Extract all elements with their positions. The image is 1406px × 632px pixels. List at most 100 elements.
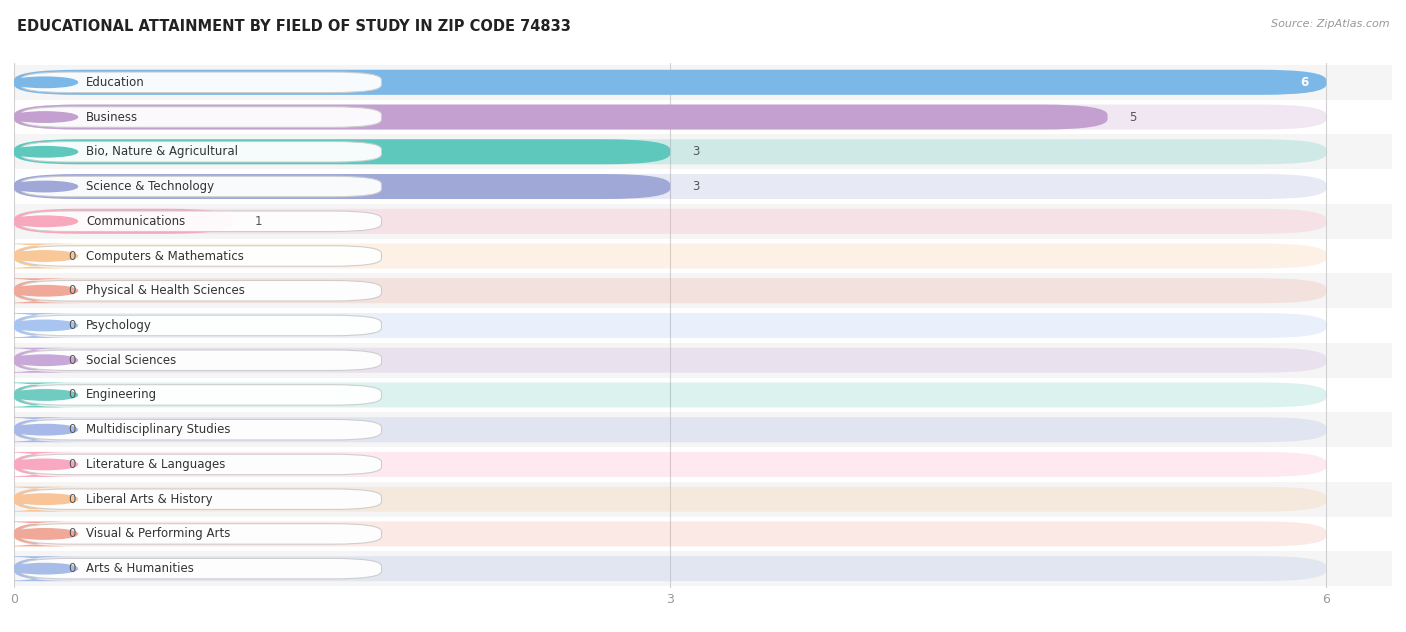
FancyBboxPatch shape	[14, 487, 1326, 512]
Text: Source: ZipAtlas.com: Source: ZipAtlas.com	[1271, 19, 1389, 29]
FancyBboxPatch shape	[21, 281, 381, 301]
Circle shape	[11, 320, 77, 331]
FancyBboxPatch shape	[14, 348, 1326, 373]
FancyBboxPatch shape	[21, 524, 381, 544]
FancyBboxPatch shape	[14, 139, 1326, 164]
Text: Literature & Languages: Literature & Languages	[86, 458, 225, 471]
FancyBboxPatch shape	[0, 308, 1406, 343]
FancyBboxPatch shape	[0, 521, 80, 547]
Circle shape	[11, 529, 77, 539]
Text: 6: 6	[1301, 76, 1309, 89]
Text: 0: 0	[69, 458, 76, 471]
FancyBboxPatch shape	[0, 204, 1406, 239]
FancyBboxPatch shape	[0, 243, 80, 269]
FancyBboxPatch shape	[14, 278, 1326, 303]
Text: 0: 0	[69, 250, 76, 262]
Text: 0: 0	[69, 562, 76, 575]
FancyBboxPatch shape	[21, 454, 381, 475]
Circle shape	[11, 181, 77, 191]
FancyBboxPatch shape	[21, 350, 381, 370]
FancyBboxPatch shape	[0, 274, 1406, 308]
FancyBboxPatch shape	[0, 239, 1406, 274]
Circle shape	[11, 112, 77, 122]
FancyBboxPatch shape	[0, 65, 1406, 100]
Text: 3: 3	[692, 180, 699, 193]
FancyBboxPatch shape	[14, 70, 1326, 95]
Text: Bio, Nature & Agricultural: Bio, Nature & Agricultural	[86, 145, 238, 158]
FancyBboxPatch shape	[14, 417, 1326, 442]
FancyBboxPatch shape	[0, 482, 1406, 516]
Text: Engineering: Engineering	[86, 389, 157, 401]
Text: 1: 1	[254, 215, 262, 228]
FancyBboxPatch shape	[0, 447, 1406, 482]
Text: Science & Technology: Science & Technology	[86, 180, 214, 193]
FancyBboxPatch shape	[0, 412, 1406, 447]
Text: Education: Education	[86, 76, 145, 89]
Circle shape	[11, 564, 77, 574]
FancyBboxPatch shape	[14, 174, 671, 199]
FancyBboxPatch shape	[14, 209, 1326, 234]
FancyBboxPatch shape	[0, 551, 1406, 586]
FancyBboxPatch shape	[0, 556, 80, 581]
FancyBboxPatch shape	[21, 211, 381, 231]
FancyBboxPatch shape	[21, 246, 381, 266]
FancyBboxPatch shape	[0, 516, 1406, 551]
FancyBboxPatch shape	[14, 174, 1326, 199]
Text: Physical & Health Sciences: Physical & Health Sciences	[86, 284, 245, 297]
FancyBboxPatch shape	[21, 72, 381, 92]
FancyBboxPatch shape	[0, 377, 1406, 412]
FancyBboxPatch shape	[0, 278, 80, 303]
Text: 0: 0	[69, 423, 76, 436]
FancyBboxPatch shape	[0, 169, 1406, 204]
Text: 0: 0	[69, 493, 76, 506]
FancyBboxPatch shape	[0, 135, 1406, 169]
Text: Business: Business	[86, 111, 138, 123]
FancyBboxPatch shape	[0, 417, 80, 442]
Text: 0: 0	[69, 319, 76, 332]
FancyBboxPatch shape	[21, 315, 381, 336]
Circle shape	[11, 147, 77, 157]
FancyBboxPatch shape	[21, 559, 381, 579]
FancyBboxPatch shape	[0, 348, 80, 373]
Circle shape	[11, 216, 77, 226]
FancyBboxPatch shape	[14, 104, 1108, 130]
Text: Liberal Arts & History: Liberal Arts & History	[86, 493, 212, 506]
Circle shape	[11, 286, 77, 296]
Text: Visual & Performing Arts: Visual & Performing Arts	[86, 528, 231, 540]
Text: 0: 0	[69, 389, 76, 401]
Circle shape	[11, 494, 77, 504]
FancyBboxPatch shape	[21, 176, 381, 197]
FancyBboxPatch shape	[14, 70, 1326, 95]
Text: Arts & Humanities: Arts & Humanities	[86, 562, 194, 575]
FancyBboxPatch shape	[0, 452, 80, 477]
FancyBboxPatch shape	[21, 420, 381, 440]
Circle shape	[11, 459, 77, 470]
Circle shape	[11, 390, 77, 400]
FancyBboxPatch shape	[14, 452, 1326, 477]
FancyBboxPatch shape	[21, 385, 381, 405]
FancyBboxPatch shape	[21, 489, 381, 509]
FancyBboxPatch shape	[21, 107, 381, 127]
Text: 0: 0	[69, 354, 76, 367]
FancyBboxPatch shape	[0, 313, 80, 338]
FancyBboxPatch shape	[0, 382, 80, 408]
FancyBboxPatch shape	[14, 243, 1326, 269]
FancyBboxPatch shape	[0, 487, 80, 512]
FancyBboxPatch shape	[14, 139, 671, 164]
Text: Psychology: Psychology	[86, 319, 152, 332]
Text: Computers & Mathematics: Computers & Mathematics	[86, 250, 245, 262]
FancyBboxPatch shape	[14, 313, 1326, 338]
FancyBboxPatch shape	[21, 142, 381, 162]
Text: Communications: Communications	[86, 215, 186, 228]
FancyBboxPatch shape	[14, 521, 1326, 547]
FancyBboxPatch shape	[0, 100, 1406, 135]
FancyBboxPatch shape	[14, 209, 233, 234]
FancyBboxPatch shape	[14, 382, 1326, 408]
Text: EDUCATIONAL ATTAINMENT BY FIELD OF STUDY IN ZIP CODE 74833: EDUCATIONAL ATTAINMENT BY FIELD OF STUDY…	[17, 19, 571, 34]
Circle shape	[11, 425, 77, 435]
Text: Multidisciplinary Studies: Multidisciplinary Studies	[86, 423, 231, 436]
FancyBboxPatch shape	[14, 556, 1326, 581]
Text: 0: 0	[69, 528, 76, 540]
FancyBboxPatch shape	[0, 343, 1406, 377]
Circle shape	[11, 77, 77, 87]
